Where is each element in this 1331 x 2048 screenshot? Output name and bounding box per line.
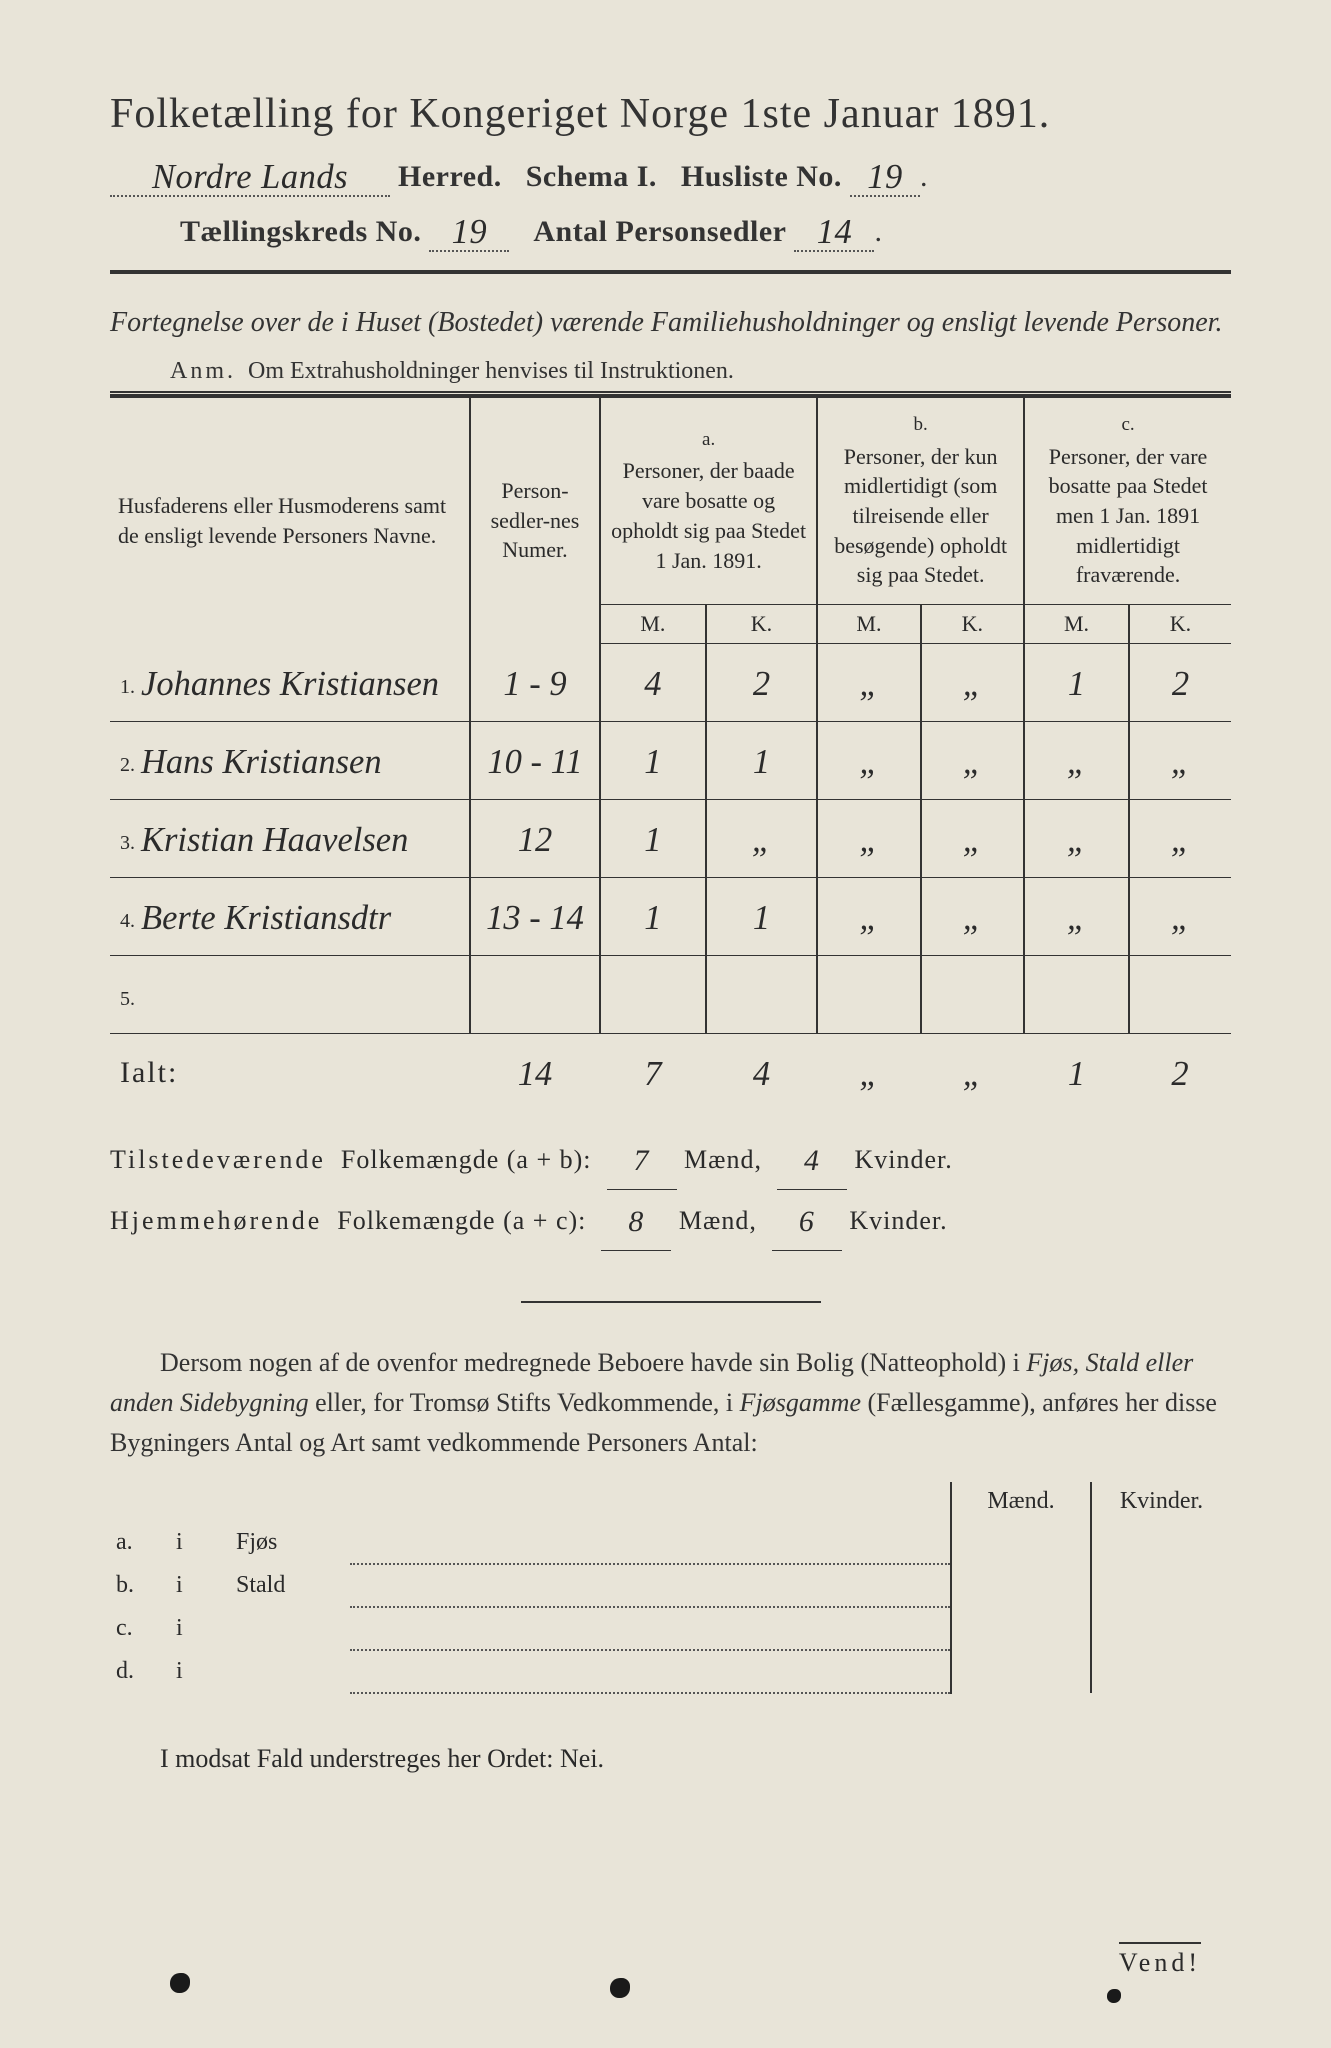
nei-line: I modsat Fald understreges her Ordet: Ne… bbox=[110, 1744, 1231, 1774]
col-c-k: K. bbox=[1129, 605, 1231, 644]
vend-label: Vend! bbox=[1119, 1942, 1201, 1978]
row-a-k: 2 bbox=[753, 665, 770, 703]
summary-block: Tilstedeværende Folkemængde (a + b): 7 M… bbox=[110, 1129, 1231, 1251]
summary-line-1: Tilstedeværende Folkemængde (a + b): 7 M… bbox=[110, 1129, 1231, 1190]
col-a-m: M. bbox=[600, 605, 706, 644]
ialt-numer: 14 bbox=[518, 1055, 553, 1093]
col-b-m: M. bbox=[817, 605, 920, 644]
col-a-header: a. Personer, der baade vare bosatte og o… bbox=[600, 398, 817, 605]
antal-label: Antal Personsedler bbox=[533, 215, 786, 248]
row-b-m: „ bbox=[859, 743, 878, 781]
col-a-k: K. bbox=[706, 605, 818, 644]
row-a-k: 1 bbox=[753, 899, 770, 937]
ialt-b-k: „ bbox=[963, 1055, 982, 1093]
ialt-a-k: 4 bbox=[753, 1055, 770, 1093]
col-c-m: M. bbox=[1024, 605, 1129, 644]
kreds-label: Tællingskreds No. bbox=[180, 215, 421, 248]
row-name: Berte Kristiansdtr bbox=[141, 899, 391, 937]
lower-row: d.i bbox=[110, 1650, 1231, 1693]
ialt-a-m: 7 bbox=[644, 1055, 661, 1093]
lower-maend: Mænd. bbox=[951, 1482, 1091, 1521]
row-b-k: „ bbox=[963, 821, 982, 859]
main-table: Husfaderens eller Husmoderens samt de en… bbox=[110, 398, 1231, 1111]
row-a-m: 1 bbox=[644, 743, 661, 781]
husliste-label: Husliste No. bbox=[681, 160, 842, 193]
table-row: 2.Hans Kristiansen10 - 1111„„„„ bbox=[110, 721, 1231, 799]
row-b-k: „ bbox=[963, 743, 982, 781]
ink-blot bbox=[610, 1978, 630, 1998]
subtitle: Fortegnelse over de i Huset (Bostedet) v… bbox=[110, 302, 1231, 344]
tilstede-m: 7 bbox=[634, 1144, 650, 1177]
schema-label: Schema I. bbox=[526, 160, 657, 193]
table-row: 1.Johannes Kristiansen1 - 942„„12 bbox=[110, 643, 1231, 721]
ink-blot bbox=[170, 1973, 190, 1993]
row-c-m: „ bbox=[1067, 743, 1086, 781]
hjemme-k: 6 bbox=[799, 1205, 815, 1238]
mid-rule bbox=[521, 1301, 821, 1303]
dersom-paragraph: Dersom nogen af de ovenfor medregnede Be… bbox=[110, 1343, 1231, 1464]
row-numer: 12 bbox=[518, 821, 553, 859]
table-row: 3.Kristian Haavelsen121„„„„„ bbox=[110, 799, 1231, 877]
row-c-k: „ bbox=[1171, 743, 1190, 781]
row-name: Johannes Kristiansen bbox=[141, 665, 439, 703]
herred-label: Herred. bbox=[398, 160, 502, 193]
col-b-header: b. Personer, der kun midlertidigt (som t… bbox=[817, 398, 1024, 605]
row-a-k: 1 bbox=[753, 743, 770, 781]
rule-1 bbox=[110, 270, 1231, 274]
row-a-m: 4 bbox=[644, 665, 661, 703]
row-numer: 13 - 14 bbox=[486, 899, 584, 937]
lower-kvinder: Kvinder. bbox=[1091, 1482, 1231, 1521]
col-names-header: Husfaderens eller Husmoderens samt de en… bbox=[110, 398, 470, 643]
lower-row: b.iStald bbox=[110, 1564, 1231, 1607]
header-line-2: Tællingskreds No. 19 Antal Personsedler … bbox=[110, 211, 1231, 252]
rule-2 bbox=[110, 391, 1231, 398]
row-c-m: 1 bbox=[1068, 665, 1085, 703]
anm-line: Anm. Om Extrahusholdninger henvises til … bbox=[110, 358, 1231, 385]
ialt-row: Ialt: 14 7 4 „ „ 1 2 bbox=[110, 1033, 1231, 1111]
antal-value: 14 bbox=[817, 213, 853, 251]
col-b-k: K. bbox=[921, 605, 1024, 644]
herred-value: Nordre Lands bbox=[152, 158, 348, 196]
lower-table: Mænd. Kvinder. a.iFjøsb.iStaldc.id.i bbox=[110, 1482, 1231, 1694]
row-c-m: „ bbox=[1067, 821, 1086, 859]
row-numer: 1 - 9 bbox=[503, 665, 566, 703]
col-numer-header: Person-sedler-nes Numer. bbox=[470, 398, 600, 643]
ialt-label: Ialt: bbox=[110, 1033, 470, 1111]
ink-blot bbox=[1107, 1989, 1121, 2003]
row-b-m: „ bbox=[859, 821, 878, 859]
ialt-c-k: 2 bbox=[1171, 1055, 1188, 1093]
kreds-value: 19 bbox=[452, 213, 488, 251]
header-line-1: Nordre Lands Herred. Schema I. Husliste … bbox=[110, 156, 1231, 197]
anm-text: Om Extrahusholdninger henvises til Instr… bbox=[248, 358, 734, 384]
row-numer: 10 - 11 bbox=[487, 743, 582, 781]
row-c-k: „ bbox=[1171, 899, 1190, 937]
ialt-b-m: „ bbox=[859, 1055, 878, 1093]
row-b-m: „ bbox=[859, 665, 878, 703]
table-row: 5. bbox=[110, 955, 1231, 1033]
lower-row: c.i bbox=[110, 1607, 1231, 1650]
row-c-k: „ bbox=[1171, 821, 1190, 859]
row-b-k: „ bbox=[963, 665, 982, 703]
col-c-header: c. Personer, der vare bosatte paa Stedet… bbox=[1024, 398, 1231, 605]
husliste-value: 19 bbox=[867, 158, 903, 196]
row-b-k: „ bbox=[963, 899, 982, 937]
anm-label: Anm. bbox=[170, 358, 236, 384]
census-form-page: Folketælling for Kongeriget Norge 1ste J… bbox=[0, 0, 1331, 2048]
row-name: Hans Kristiansen bbox=[141, 743, 382, 781]
row-b-m: „ bbox=[859, 899, 878, 937]
row-c-k: 2 bbox=[1172, 665, 1189, 703]
tilstede-k: 4 bbox=[804, 1144, 820, 1177]
ialt-c-m: 1 bbox=[1068, 1055, 1085, 1093]
summary-line-2: Hjemmehørende Folkemængde (a + c): 8 Mæn… bbox=[110, 1190, 1231, 1251]
row-a-k: „ bbox=[752, 821, 771, 859]
hjemme-m: 8 bbox=[628, 1205, 644, 1238]
row-a-m: 1 bbox=[644, 821, 661, 859]
lower-row: a.iFjøs bbox=[110, 1521, 1231, 1564]
row-a-m: 1 bbox=[644, 899, 661, 937]
table-row: 4.Berte Kristiansdtr13 - 1411„„„„ bbox=[110, 877, 1231, 955]
row-name: Kristian Haavelsen bbox=[141, 821, 408, 859]
page-title: Folketælling for Kongeriget Norge 1ste J… bbox=[110, 90, 1231, 138]
row-c-m: „ bbox=[1067, 899, 1086, 937]
